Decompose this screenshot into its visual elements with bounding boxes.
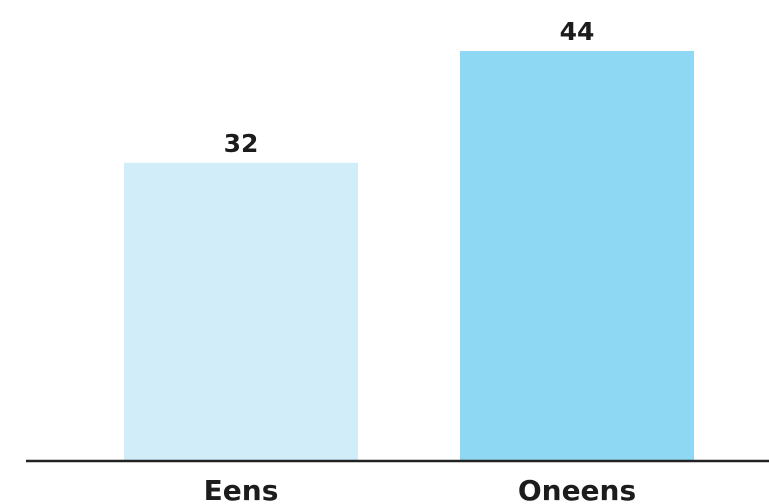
category-labels-group: Eens Oneens: [204, 474, 637, 504]
bar-oneens: [460, 51, 694, 461]
data-label-eens: 32: [224, 129, 259, 158]
category-label-eens: Eens: [204, 474, 279, 504]
bars-group: [124, 51, 694, 461]
value-labels-group: 32 44: [224, 17, 595, 158]
data-label-oneens: 44: [560, 17, 595, 46]
bar-eens: [124, 162, 358, 461]
category-label-oneens: Oneens: [518, 474, 636, 504]
